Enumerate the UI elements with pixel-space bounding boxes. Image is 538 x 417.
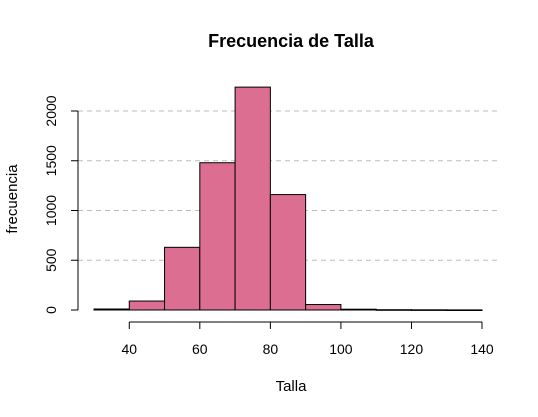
bar-90-100 xyxy=(305,304,342,311)
x-tick-label-2: 80 xyxy=(263,341,279,357)
x-tick-label-3: 100 xyxy=(329,341,353,357)
x-axis-label: Talla xyxy=(276,378,308,395)
x-tick-label-5: 140 xyxy=(470,341,494,357)
bar-30-40 xyxy=(93,308,130,311)
y-axis-label: frecuencia xyxy=(4,164,21,234)
bar-80-90 xyxy=(269,194,307,311)
bar-40-50 xyxy=(128,300,166,311)
bar-110-120 xyxy=(375,309,412,311)
y-tick-label-0: 0 xyxy=(43,306,59,314)
bar-100-110 xyxy=(340,308,377,311)
bar-130-140 xyxy=(446,309,483,312)
chart-title: Frecuencia de Talla xyxy=(208,31,375,51)
y-tick-label-2: 1000 xyxy=(43,195,59,226)
x-tick-label-1: 60 xyxy=(192,341,208,357)
bar-50-60 xyxy=(164,246,201,311)
x-tick-label-0: 40 xyxy=(121,341,137,357)
y-axis: 0 500 1000 1500 2000 xyxy=(43,95,79,314)
bar-120-130 xyxy=(410,309,448,311)
y-tick-label-4: 2000 xyxy=(43,95,59,126)
y-tick-label-3: 1500 xyxy=(43,145,59,176)
y-tick-label-1: 500 xyxy=(43,248,59,272)
bar-60-70 xyxy=(199,162,236,311)
bars xyxy=(93,86,483,312)
x-axis: 40 60 80 100 120 140 xyxy=(121,321,494,357)
x-tick-label-4: 120 xyxy=(400,341,424,357)
bar-70-80 xyxy=(234,86,271,311)
